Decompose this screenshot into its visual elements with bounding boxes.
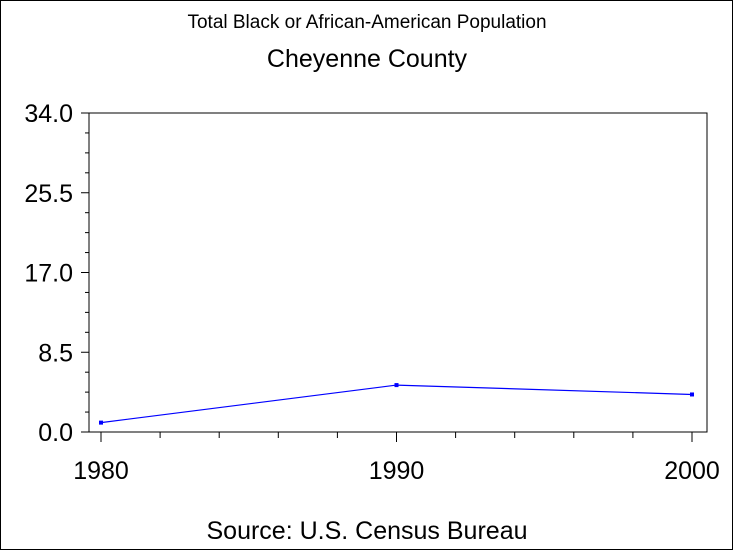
chart-subtitle: Cheyenne County (267, 45, 468, 73)
data-point (690, 392, 694, 397)
y-tick-label: 8.5 (38, 339, 73, 367)
y-tick-label: 34.0 (24, 100, 73, 128)
y-tick-label: 25.5 (24, 180, 73, 208)
series-line (100, 384, 693, 424)
chart-footnote: Source: U.S. Census Bureau (207, 517, 528, 545)
data-point (394, 383, 399, 388)
data-point (99, 420, 103, 425)
x-tick-label: 2000 (664, 457, 720, 485)
y-tick-label: 17.0 (24, 260, 73, 288)
x-tick-label: 1980 (73, 457, 129, 485)
y-tick-label: 0.0 (38, 419, 73, 447)
chart-title: Total Black or African-American Populati… (187, 12, 546, 33)
x-tick-label: 1990 (369, 457, 425, 485)
